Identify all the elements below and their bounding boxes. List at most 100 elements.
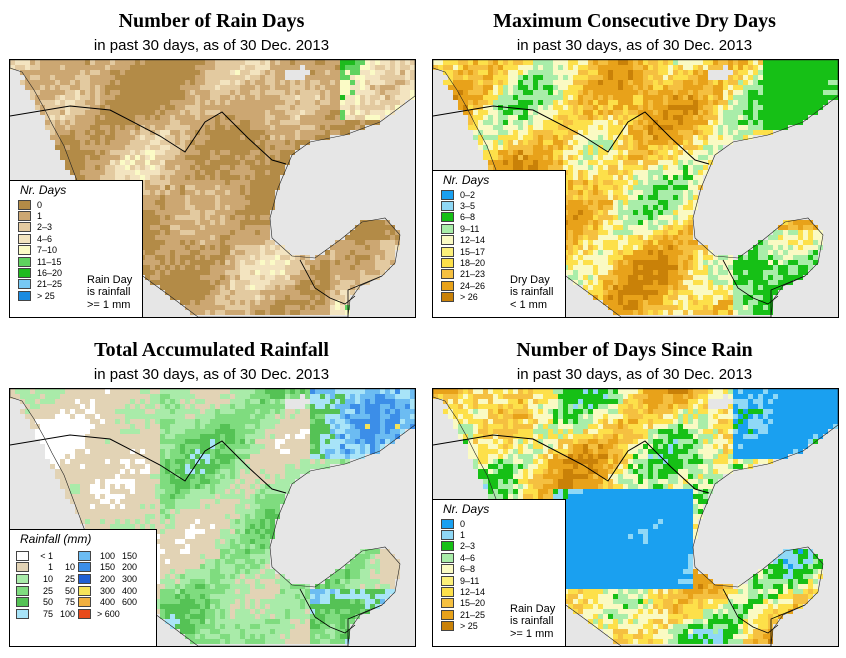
map-cell [828,75,833,80]
map-cell [410,60,415,65]
map-cell [35,100,40,105]
map-cell [793,95,798,100]
map-cell [265,215,270,220]
map-cell [543,160,548,165]
map-cell [315,120,320,125]
map-cell [618,105,623,110]
map-cell [798,245,803,250]
map-cell [160,180,165,185]
map-cell [340,80,345,85]
map-cell [668,115,673,120]
map-cell [200,195,205,200]
map-cell [350,115,355,120]
map-cell [65,65,70,70]
map-cell [713,265,718,270]
map-cell [270,155,275,160]
map-cell [568,65,573,70]
map-cell [295,285,300,290]
map-cell [608,235,613,240]
map-cell [698,180,703,185]
map-cell [583,250,588,255]
map-cell [185,245,190,250]
map-cell [225,155,230,160]
map-cell [658,60,663,65]
map-cell [668,200,673,205]
map-cell [568,205,573,210]
map-cell [788,65,793,70]
map-cell [85,110,90,115]
map-cell [55,135,60,140]
map-cell [573,215,578,220]
map-cell [678,170,683,175]
map-cell [325,105,330,110]
map-cell [255,250,260,255]
map-cell [370,100,375,105]
map-cell [748,115,753,120]
map-cell [335,290,340,295]
map-cell [260,135,265,140]
map-cell [195,220,200,225]
map-cell [60,95,65,100]
map-cell [350,120,355,125]
map-cell [355,110,360,115]
map-cell [788,225,793,230]
map-cell [135,110,140,115]
map-cell [808,85,813,90]
map-cell [255,70,260,75]
map-cell [548,165,553,170]
map-cell [180,270,185,275]
map-cell [175,110,180,115]
map-cell [225,225,230,230]
map-cell [663,250,668,255]
map-cell [315,100,320,105]
map-cell [658,170,663,175]
map-cell [225,70,230,75]
map-cell [210,80,215,85]
map-cell [390,235,395,240]
map-cell [385,75,390,80]
map-cell [528,160,533,165]
map-cell [718,265,723,270]
map-cell [633,90,638,95]
map-cell [683,185,688,190]
map-cell [295,270,300,275]
map-cell [270,190,275,195]
map-cell [230,135,235,140]
map-cell [613,110,618,115]
map-cell [493,85,498,90]
map-cell [195,295,200,300]
map-cell [140,85,145,90]
map-cell [180,90,185,95]
map-cell [280,105,285,110]
map-cell [578,210,583,215]
map-cell [613,100,618,105]
map-cell [355,225,360,230]
map-cell [553,160,558,165]
map-cell [583,215,588,220]
map-cell [120,150,125,155]
map-cell [225,310,230,315]
map-cell [355,105,360,110]
map-cell [340,240,345,245]
map-cell [553,100,558,105]
map-cell [623,80,628,85]
map-cell [633,255,638,260]
map-cell [773,75,778,80]
map-cell [390,95,395,100]
map-cell [225,140,230,145]
map-cell [663,155,668,160]
map-cell [778,105,783,110]
map-cell [693,70,698,75]
map-cell [290,290,295,295]
map-cell [250,110,255,115]
map-cell [778,120,783,125]
map-cell [618,180,623,185]
map-cell [315,285,320,290]
map-cell [210,160,215,165]
map-cell [703,125,708,130]
map-cell [340,280,345,285]
map-cell [758,85,763,90]
map-cell [60,120,65,125]
map-cell [140,150,145,155]
map-cell [678,230,683,235]
